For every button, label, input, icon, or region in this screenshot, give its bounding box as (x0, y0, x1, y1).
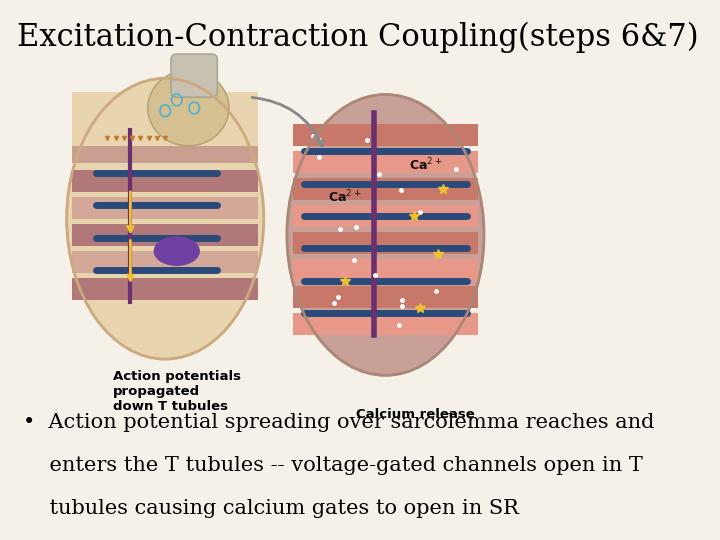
Text: enters the T tubules -- voltage-gated channels open in T: enters the T tubules -- voltage-gated ch… (23, 456, 643, 475)
FancyBboxPatch shape (73, 139, 258, 163)
FancyBboxPatch shape (293, 313, 478, 335)
FancyBboxPatch shape (171, 54, 217, 97)
Text: Action potentials
propagated
down T tubules: Action potentials propagated down T tubu… (113, 370, 241, 413)
Ellipse shape (148, 70, 229, 146)
Text: Calcium release: Calcium release (356, 408, 475, 421)
FancyBboxPatch shape (293, 232, 478, 254)
FancyBboxPatch shape (293, 151, 478, 173)
FancyBboxPatch shape (293, 259, 478, 281)
FancyBboxPatch shape (293, 124, 478, 146)
Text: Excitation-Contraction Coupling(steps 6&7): Excitation-Contraction Coupling(steps 6&… (17, 22, 699, 53)
FancyBboxPatch shape (73, 170, 258, 192)
FancyBboxPatch shape (73, 197, 258, 219)
FancyBboxPatch shape (293, 205, 478, 227)
FancyBboxPatch shape (73, 224, 258, 246)
Text: •  Action potential spreading over sarcolemma reaches and: • Action potential spreading over sarcol… (23, 413, 654, 432)
FancyBboxPatch shape (293, 178, 478, 200)
Text: Ca$^{2+}$: Ca$^{2+}$ (328, 189, 361, 206)
Ellipse shape (153, 236, 200, 266)
Ellipse shape (287, 94, 484, 375)
Text: Ca$^{2+}$: Ca$^{2+}$ (410, 157, 443, 173)
FancyBboxPatch shape (293, 286, 478, 308)
FancyBboxPatch shape (73, 92, 258, 146)
Ellipse shape (67, 78, 264, 359)
FancyBboxPatch shape (73, 251, 258, 273)
Text: tubules causing calcium gates to open in SR: tubules causing calcium gates to open in… (23, 500, 519, 518)
FancyBboxPatch shape (73, 278, 258, 300)
